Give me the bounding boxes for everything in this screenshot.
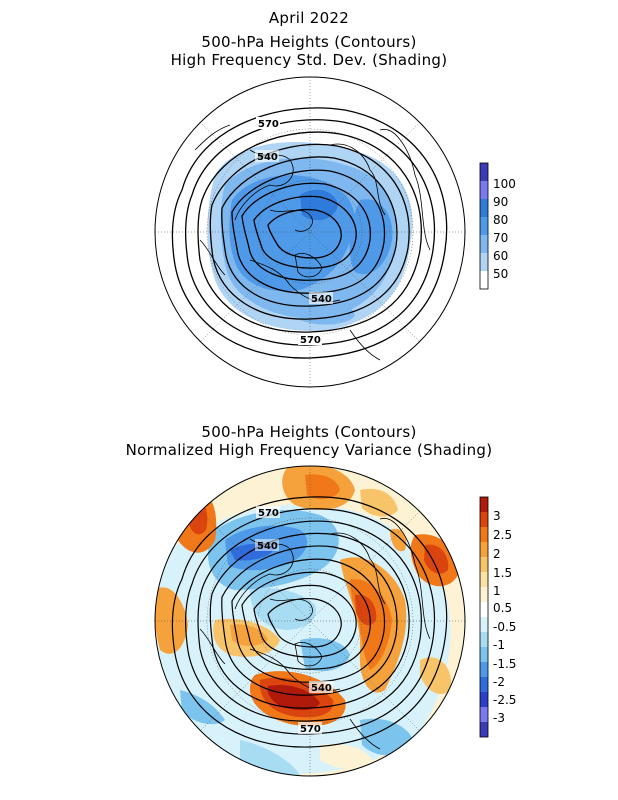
bottom-colorbar-swatch (480, 707, 488, 722)
top-contour-label-570-south: 570 (300, 335, 321, 346)
top-title-line-3: High Frequency Std. Dev. (Shading) (170, 51, 448, 69)
bottom-colorbar-swatch (480, 557, 488, 572)
bottom-colorbar-label: 1.5 (493, 566, 512, 580)
top-colorbar-label: 80 (493, 213, 508, 227)
bottom-colorbar-label: -3 (493, 711, 505, 725)
bottom-colorbar-label: -2 (493, 675, 505, 689)
top-colorbar-swatch (480, 235, 488, 253)
top-colorbar-label: 50 (493, 267, 508, 281)
bottom-title-line-2: Normalized High Frequency Variance (Shad… (125, 441, 493, 459)
bottom-colorbar-label: -1 (493, 638, 505, 652)
top-colorbar: 100 90 80 70 60 50 (479, 162, 516, 290)
bottom-colorbar-swatch (480, 617, 488, 632)
top-colorbar-swatch (480, 181, 488, 199)
bottom-map-border (154, 465, 466, 777)
bottom-colorbar-label: -2.5 (493, 693, 516, 707)
bottom-colorbar-swatch (480, 527, 488, 542)
top-colorbar-swatch (480, 271, 488, 289)
bottom-colorbar-label: -0.5 (493, 620, 516, 634)
bottom-colorbar-label: 1 (493, 584, 501, 598)
top-contour-label-540-south: 540 (311, 294, 332, 305)
top-colorbar-label: 60 (493, 249, 508, 263)
top-contour-label-540-north: 540 (257, 152, 278, 163)
top-colorbar-label: 100 (493, 177, 516, 191)
top-polar-map: 570 540 540 570 (154, 76, 466, 388)
bottom-contour-label-540-south: 540 (311, 683, 332, 694)
bottom-contour-label-540-north: 540 (257, 541, 278, 552)
bottom-colorbar-swatch (480, 572, 488, 587)
bottom-colorbar-label: 3 (493, 509, 501, 523)
top-colorbar-label: 90 (493, 195, 508, 209)
top-map-border (154, 76, 466, 388)
bottom-colorbar-label: 0.5 (493, 601, 512, 615)
bottom-colorbar-swatch (480, 632, 488, 647)
bottom-colorbar-label: -1.5 (493, 657, 516, 671)
top-contour-label-570-north: 570 (258, 119, 279, 130)
bottom-height-contours (171, 496, 448, 748)
top-contour-labels: 570 540 540 570 (255, 117, 333, 346)
bottom-colorbar-swatch (480, 662, 488, 677)
top-title-line-2: 500-hPa Heights (Contours) (201, 33, 417, 51)
bottom-colorbar-swatch (480, 647, 488, 662)
bottom-colorbar-label: 2.5 (493, 528, 512, 542)
bottom-colorbar: 3 2.5 2 1.5 1 0.5 -0.5 -1 -1.5 -2 -2.5 -… (479, 496, 516, 738)
top-colorbar-swatch (480, 163, 488, 181)
bottom-polar-map: 570 540 540 570 (154, 465, 466, 777)
bottom-colorbar-swatch (480, 722, 488, 737)
top-colorbar-swatch (480, 253, 488, 271)
bottom-colorbar-swatch (480, 497, 488, 512)
bottom-colorbar-swatch (480, 512, 488, 527)
top-colorbar-swatch (480, 199, 488, 217)
top-colorbar-label: 70 (493, 231, 508, 245)
bottom-colorbar-label: 2 (493, 547, 501, 561)
bottom-colorbar-swatch (480, 587, 488, 602)
bottom-colorbar-swatch (480, 542, 488, 557)
bottom-contour-label-570-north: 570 (258, 508, 279, 519)
bottom-colorbar-swatch (480, 602, 488, 617)
top-title-line-1: April 2022 (268, 9, 350, 27)
bottom-colorbar-swatch (480, 677, 488, 692)
top-colorbar-swatch (480, 217, 488, 235)
top-height-contours (171, 107, 448, 359)
bottom-colorbar-swatch (480, 692, 488, 707)
bottom-contour-labels: 570 540 540 570 (255, 506, 333, 735)
bottom-contour-label-570-south: 570 (300, 724, 321, 735)
bottom-title-line-1: 500-hPa Heights (Contours) (201, 423, 417, 441)
